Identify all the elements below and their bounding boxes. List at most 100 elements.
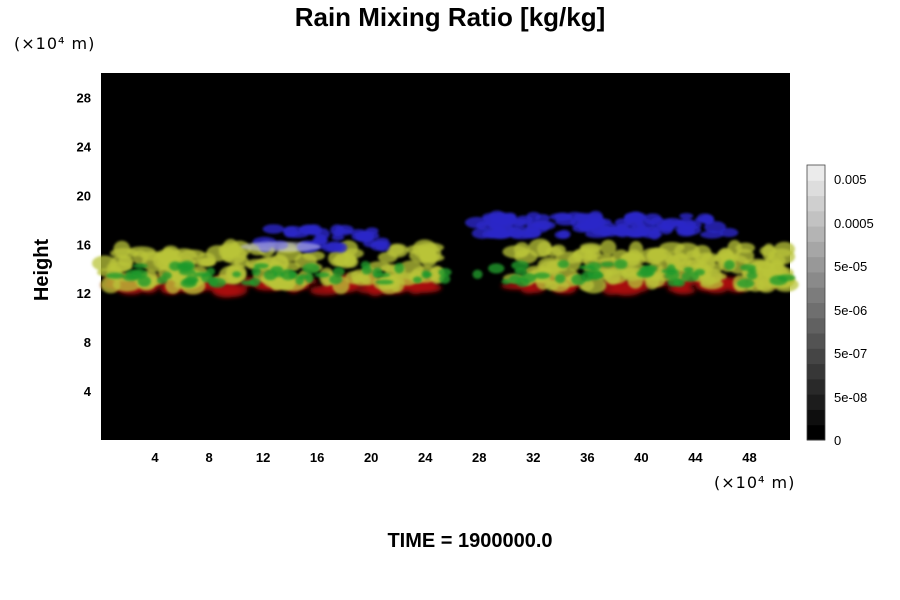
- heatmap-cell: [667, 278, 680, 287]
- heatmap-cell: [397, 260, 424, 280]
- heatmap-cell: [614, 259, 628, 270]
- colorbar-swatch: [807, 317, 825, 334]
- heatmap-cell: [421, 270, 431, 279]
- colorbar-frame: [806, 164, 826, 441]
- heatmap-cell: [724, 259, 735, 270]
- heatmap-cell: [686, 249, 701, 259]
- heatmap-cell: [241, 279, 256, 286]
- colorbar-swatch: [807, 271, 825, 288]
- colorbar-label: 0.0005: [834, 216, 874, 231]
- heatmap-cell: [254, 263, 269, 269]
- heatmap-cell: [251, 266, 261, 277]
- heatmap-cell: [749, 260, 776, 272]
- heatmap-cell: [700, 230, 724, 239]
- colorbar-label: 5e-07: [834, 346, 867, 361]
- x-tick-label: 12: [256, 450, 270, 465]
- colorbar-swatch: [807, 195, 825, 212]
- y-tick-label: 20: [77, 188, 91, 203]
- x-tick-label: 28: [472, 450, 486, 465]
- y-tick-label: 24: [77, 139, 92, 154]
- heatmap-cell: [305, 273, 314, 284]
- heatmap-cell: [719, 228, 739, 238]
- colorbar-label: 0.005: [834, 172, 867, 187]
- heatmap-cell: [666, 264, 676, 276]
- y-tick-label: 8: [84, 335, 91, 350]
- heatmap-cell: [735, 242, 755, 254]
- heatmap-cell: [675, 224, 695, 234]
- heatmap-cell: [641, 264, 658, 272]
- heatmap-cell: [579, 242, 602, 252]
- heatmap-cell: [681, 271, 699, 282]
- heatmap-cell: [137, 275, 151, 287]
- heatmap-cell: [600, 261, 614, 268]
- heatmap-cell: [343, 255, 359, 268]
- heatmap-cell: [520, 273, 537, 283]
- heatmap-cell: [332, 266, 345, 277]
- heatmap-cell: [489, 230, 514, 238]
- colorbar-swatch: [807, 424, 825, 441]
- heatmap-cell: [218, 242, 243, 257]
- y-tick-label: 4: [84, 384, 92, 399]
- colorbar: 0.005 0.0005 5e-05 5e-06 5e-07 5e-08 0: [806, 164, 874, 448]
- heatmap-cell: [525, 228, 542, 238]
- colorbar-swatch: [807, 180, 825, 197]
- heatmap-cell: [514, 267, 527, 275]
- heatmap-cell: [670, 253, 692, 272]
- heatmap-cell: [270, 265, 284, 274]
- heatmap-cell: [526, 211, 541, 221]
- heatmap-cell: [331, 234, 345, 241]
- heatmap-cell: [747, 268, 757, 274]
- x-tick-label: 40: [634, 450, 648, 465]
- heatmap-cell: [537, 256, 563, 274]
- heatmap-cell: [697, 213, 713, 223]
- x-tick-label: 20: [364, 450, 378, 465]
- heatmap-cell: [363, 239, 379, 248]
- heatmap-cell: [361, 265, 372, 275]
- heatmap-cell: [736, 278, 755, 288]
- heatmap-cell: [157, 276, 168, 285]
- heatmap-cell: [132, 249, 148, 266]
- colorbar-label: 0: [834, 433, 841, 448]
- heatmap-cell: [365, 227, 379, 235]
- heatmap-cell: [591, 272, 603, 279]
- heatmap-cell: [773, 241, 795, 257]
- heatmap-cell: [472, 269, 483, 279]
- heatmap-cell: [502, 245, 530, 259]
- heatmap-cell: [329, 274, 343, 285]
- heatmap-cell: [201, 272, 213, 283]
- heatmap-cell: [624, 229, 648, 238]
- heatmap-cell: [671, 286, 696, 295]
- x-tick-label: 32: [526, 450, 540, 465]
- heatmap-cell: [185, 275, 198, 284]
- heatmap-cell: [578, 221, 597, 233]
- colorbar-swatch: [807, 394, 825, 410]
- green-fringe-layer: [105, 259, 796, 288]
- colorbar-swatch: [807, 241, 825, 258]
- heatmap-cell: [579, 264, 596, 270]
- y-tick-label: 12: [77, 286, 91, 301]
- colorbar-label: 5e-05: [834, 259, 867, 274]
- heatmap-cell: [377, 251, 398, 263]
- heatmap-cell: [628, 241, 644, 259]
- heatmap-cell: [389, 244, 405, 256]
- heatmap-cell: [537, 241, 552, 257]
- heatmap-cell: [565, 211, 584, 221]
- heatmap-cell: [106, 261, 133, 273]
- heatmap-cell: [581, 270, 593, 282]
- x-tick-label: 24: [418, 450, 433, 465]
- heatmap-cell: [492, 214, 515, 226]
- heatmap-cell: [131, 269, 148, 279]
- colorbar-swatch: [807, 165, 825, 181]
- heatmap-cell: [100, 276, 121, 294]
- heatmap-cell: [612, 226, 628, 237]
- blue-upper-layer: [252, 210, 739, 253]
- heatmap-cell: [746, 271, 758, 280]
- x-tick-label: 44: [688, 450, 703, 465]
- x-axis-ticks: 4 8 12 16 20 24 28 32 36 40 44 48: [151, 450, 756, 465]
- heatmap-cell: [113, 240, 131, 258]
- heatmap-cell: [302, 263, 320, 274]
- heatmap-cell: [694, 268, 705, 276]
- heatmap-cell: [549, 279, 570, 293]
- colorbar-swatch: [807, 333, 825, 349]
- x-tick-label: 36: [580, 450, 594, 465]
